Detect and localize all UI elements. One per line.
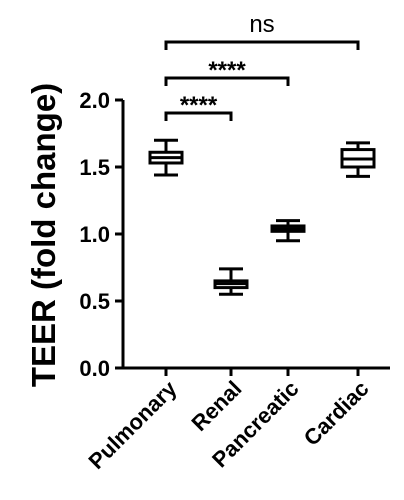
box-cardiac bbox=[340, 141, 376, 178]
significance-bracket: **** bbox=[164, 57, 290, 86]
bracket-line bbox=[164, 111, 233, 121]
box-pancreatic bbox=[270, 219, 306, 243]
y-tick-label: 0.5 bbox=[79, 289, 110, 314]
box-renal bbox=[213, 267, 249, 296]
box-pulmonary bbox=[148, 138, 184, 177]
significance-label: **** bbox=[180, 92, 218, 119]
y-tick-label: 1.5 bbox=[79, 155, 110, 180]
x-category-label: Pulmonary bbox=[83, 375, 182, 474]
x-category-label: Cardiac bbox=[299, 376, 374, 451]
y-tick-label: 1.0 bbox=[79, 222, 110, 247]
y-tick-label: 0.0 bbox=[79, 356, 110, 381]
y-axis-title: TEER (fold change) bbox=[25, 83, 62, 387]
bracket-line bbox=[164, 40, 360, 50]
y-tick-label: 2.0 bbox=[79, 88, 110, 113]
y-axis-ticks: 0.0 0.5 1.0 1.5 2.0 bbox=[79, 88, 123, 381]
bracket-line bbox=[164, 76, 290, 86]
significance-label: **** bbox=[208, 57, 246, 84]
boxes-group bbox=[148, 138, 376, 296]
significance-bracket: **** bbox=[164, 92, 233, 121]
significance-bracket: ns bbox=[164, 11, 360, 50]
significance-annotations: ********ns bbox=[164, 11, 360, 121]
significance-label: ns bbox=[249, 11, 274, 38]
